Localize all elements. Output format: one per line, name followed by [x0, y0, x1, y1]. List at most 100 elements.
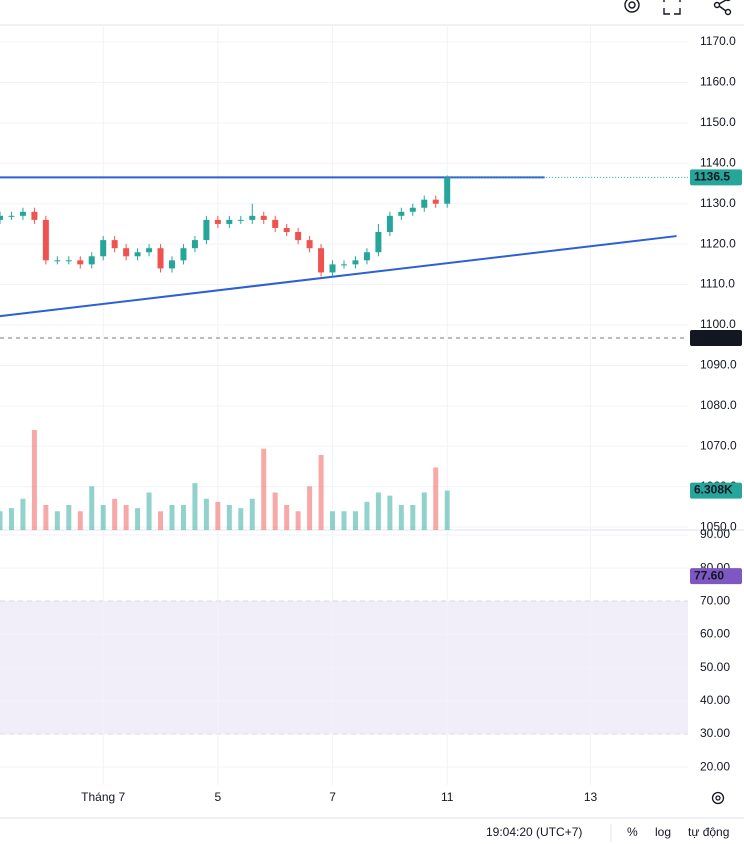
last-price-label-box [690, 169, 742, 186]
candle-body [0, 215, 3, 220]
candle-body [8, 215, 15, 217]
candle-body [203, 219, 210, 241]
x-tick-label: 5 [215, 790, 222, 804]
alert-price-label-box [690, 329, 742, 346]
volume-bar [398, 505, 404, 530]
volume-label-box [690, 482, 742, 499]
candle-body [100, 240, 107, 257]
volume-bar [8, 508, 14, 530]
auto-toggle[interactable]: tự động [688, 825, 729, 839]
candle-body [146, 248, 153, 253]
volume-bar [364, 501, 370, 530]
volume-bar [66, 505, 72, 530]
candle-body [272, 219, 279, 228]
mark-layer [0, 175, 688, 530]
y-tick-label: 1160.0 [700, 75, 736, 89]
candle-body [180, 248, 187, 261]
y-tick-label: 1070.0 [700, 438, 737, 452]
fullscreen-icon[interactable] [663, 0, 681, 15]
x-tick-label: Tháng 7 [81, 790, 125, 804]
y-tick-label: 1080.0 [700, 398, 737, 412]
label-layer: 1170.01160.01150.01140.01130.01120.01110… [81, 34, 742, 804]
candle-body [306, 240, 313, 249]
candle-body [191, 240, 198, 249]
x-tick-label: 13 [584, 790, 598, 804]
volume-bar [341, 511, 347, 530]
y-tick-label: 1090.0 [700, 358, 737, 372]
candle-body [111, 240, 118, 249]
last-price-label: 1136.5 [694, 170, 730, 184]
volume-bar [123, 505, 129, 530]
volume-bar [387, 495, 393, 530]
volume-bar [272, 492, 278, 530]
candle-body [226, 219, 233, 224]
y-tick-label: 1110.0 [700, 277, 735, 291]
volume-bar [169, 505, 175, 530]
candle-body [398, 211, 405, 216]
volume-bar [421, 492, 427, 530]
volume-bar [226, 505, 232, 530]
candle-body [444, 177, 451, 204]
candle-body [386, 215, 393, 233]
y-tick-label: 30.00 [700, 726, 730, 740]
candle-body [237, 219, 244, 221]
candle-body [375, 232, 382, 253]
volume-bar [284, 505, 290, 530]
volume-label: 6.308K [694, 483, 733, 497]
candle-body [363, 252, 370, 261]
x-tick-label: 7 [329, 790, 336, 804]
volume-bar [261, 448, 267, 530]
candle-body [249, 215, 256, 220]
y-tick-label: 1150.0 [700, 115, 736, 129]
y-tick-label: 90.00 [700, 527, 730, 541]
share-icon[interactable] [713, 0, 732, 16]
volume-bar [112, 498, 118, 530]
axis-settings-icon[interactable] [711, 791, 725, 805]
volume-bar [410, 505, 416, 530]
volume-bar [31, 430, 37, 530]
volume-bar [43, 505, 49, 530]
volume-bar [146, 492, 152, 530]
volume-bar [318, 455, 324, 530]
volume-bar [330, 511, 336, 530]
y-tick-label: 1170.0 [700, 34, 736, 48]
candle-body [88, 256, 95, 265]
x-tick-label: 11 [441, 790, 454, 804]
volume-bar [77, 511, 83, 530]
percent-toggle[interactable]: % [627, 825, 638, 839]
volume-bar [352, 511, 358, 530]
candle-body [42, 219, 49, 261]
candle-body [134, 252, 141, 257]
grid-layer [0, 25, 688, 785]
y-tick-label: 70.00 [700, 593, 730, 607]
trendline [0, 235, 677, 318]
volume-bar [307, 486, 313, 530]
candle-body [283, 227, 290, 233]
y-tick-label: 40.00 [700, 693, 730, 707]
y-tick-label: 50.00 [700, 660, 730, 674]
volume-bar [433, 467, 439, 530]
y-tick-label: 1100.0 [700, 317, 736, 331]
candle-body [65, 260, 72, 262]
candle-body [352, 260, 359, 265]
volume-bar [215, 501, 221, 530]
volume-bar [238, 508, 244, 530]
candle-body [341, 264, 347, 266]
settings-icon[interactable] [624, 0, 640, 13]
candle-body [295, 232, 302, 241]
log-toggle[interactable]: log [655, 825, 671, 839]
volume-bar [249, 498, 255, 530]
rsi-value-label: 77.60 [694, 568, 724, 582]
volume-bar [203, 498, 209, 530]
candle-body [123, 248, 130, 257]
candle-body [432, 199, 439, 204]
volume-bar [444, 490, 450, 530]
alert-price-label: 1096.8 [694, 330, 731, 344]
volume-bar [295, 511, 301, 530]
candle-body [77, 260, 84, 265]
volume-bar [158, 511, 164, 530]
y-tick-label: 1050.0 [700, 519, 737, 533]
volume-bar [89, 486, 95, 530]
volume-bar [375, 492, 381, 530]
candle-body [157, 248, 164, 269]
